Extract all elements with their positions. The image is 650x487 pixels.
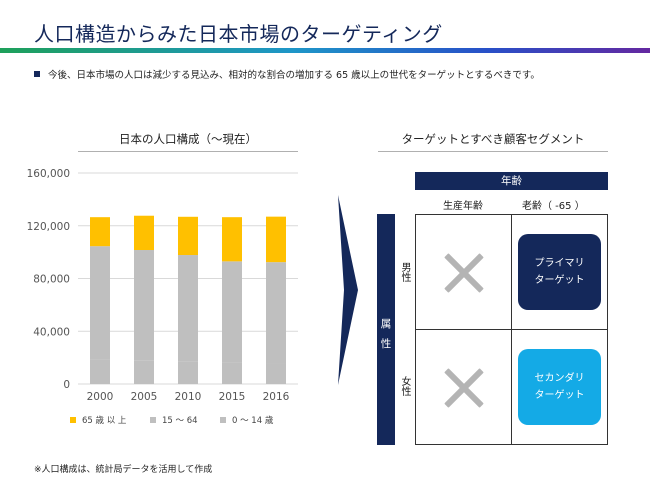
primary-target-line1: プライマリ xyxy=(534,258,585,269)
secondary-target-box: セカンダリ ターゲット xyxy=(518,349,601,425)
footnote: ※人口構成は、統計局データを活用して作成 xyxy=(34,465,213,475)
cross-icon xyxy=(441,365,487,411)
y-tick-label: 120,000 xyxy=(27,221,70,233)
page-title: 人口構造からみた日本市場のターゲティング xyxy=(34,22,443,46)
y-tick-label: 0 xyxy=(63,379,70,391)
y-tick-label: 160,000 xyxy=(27,168,70,180)
primary-target-line2: ターゲット xyxy=(534,275,585,286)
attribute-label-char-2: 性 xyxy=(380,338,392,350)
legend-label: 0 〜 14 歳 xyxy=(232,415,274,426)
segment-title-underline xyxy=(378,151,608,152)
bar-segment xyxy=(222,217,242,262)
bar-segment xyxy=(222,261,242,363)
bar-segment xyxy=(266,262,286,364)
bar-segment xyxy=(266,216,286,263)
x-tick-label: 2016 xyxy=(263,391,290,403)
x-tick-label: 2010 xyxy=(175,391,202,403)
bar-segment xyxy=(90,246,110,360)
chart-title-underline xyxy=(78,151,298,152)
secondary-target-line2: ターゲット xyxy=(534,390,585,401)
bar-segment xyxy=(90,359,110,384)
cross-icon xyxy=(441,250,487,296)
lead-text: 今後、日本市場の人口は減少する見込み、相対的な割合の増加する 65 歳以上の世代… xyxy=(48,70,540,81)
bar-segment xyxy=(178,361,198,384)
bar-segment xyxy=(134,215,154,251)
bar-segment xyxy=(266,363,286,384)
chevron-right-icon xyxy=(338,195,358,385)
legend-label: 65 歳 以 上 xyxy=(82,415,127,426)
matrix-divider-horizontal xyxy=(415,329,608,330)
bar-segment xyxy=(178,216,198,256)
legend-swatch xyxy=(220,417,226,423)
primary-target-box: プライマリ ターゲット xyxy=(518,234,601,310)
title-underline xyxy=(0,48,650,53)
y-tick-label: 80,000 xyxy=(33,274,70,286)
bar-segment xyxy=(134,250,154,361)
secondary-target-line1: セカンダリ xyxy=(534,373,585,384)
x-tick-label: 2005 xyxy=(131,391,158,403)
attribute-axis-label: 属 性 xyxy=(377,317,395,351)
x-tick-label: 2015 xyxy=(219,391,246,403)
attribute-label-char-1: 属 xyxy=(380,318,392,330)
attribute-axis-bar xyxy=(377,214,395,445)
x-tick-label: 2000 xyxy=(87,391,114,403)
age-header: 年齢 xyxy=(415,172,608,190)
y-tick-label: 40,000 xyxy=(33,326,70,338)
col-label-senior: 老齢（ -65 ） xyxy=(522,201,585,212)
legend-swatch xyxy=(150,417,156,423)
bar-segment xyxy=(134,360,154,384)
chart-title: 日本の人口構成（〜現在） xyxy=(119,132,257,146)
legend-swatch xyxy=(70,417,76,423)
bullet-square-icon xyxy=(34,71,40,77)
row-label-male: 男性 xyxy=(399,262,410,282)
bar-segment xyxy=(222,362,242,384)
bar-segment xyxy=(90,217,110,247)
row-label-female: 女性 xyxy=(399,376,410,396)
legend-label: 15 〜 64 xyxy=(162,416,198,426)
bar-segment xyxy=(178,255,198,362)
population-chart: 0 40,000 80,000 120,000 160,000 2000 2005 2010 2… xyxy=(27,168,298,426)
col-label-working: 生産年齢 xyxy=(443,201,483,212)
segment-title: ターゲットとすべき顧客セグメント xyxy=(401,132,585,146)
